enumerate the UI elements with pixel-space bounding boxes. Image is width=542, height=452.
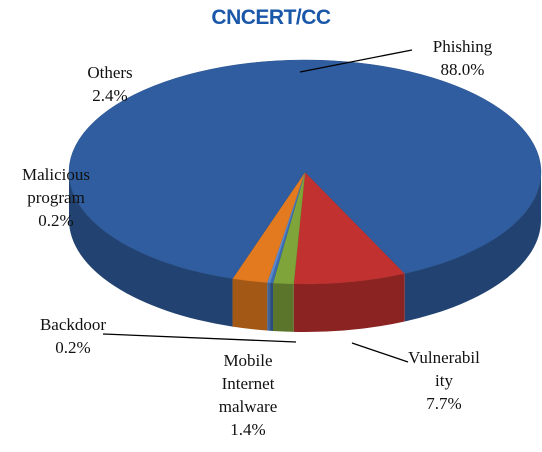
- slice-side: [293, 273, 405, 332]
- category-label: Backdoor: [39, 315, 107, 334]
- leader-line: [299, 49, 413, 73]
- data-label: Backdoor 0.2%: [18, 313, 128, 359]
- data-label: Vulnerability 7.7%: [408, 346, 480, 415]
- value-label: 0.2%: [38, 211, 74, 230]
- logo: CNCERT/CC: [211, 6, 331, 29]
- value-label: 0.2%: [55, 338, 91, 357]
- category-label: Malicious program: [22, 165, 90, 207]
- slice-side: [273, 282, 294, 332]
- pie: [68, 59, 542, 332]
- value-label: 7.7%: [426, 394, 462, 413]
- slice: [293, 171, 406, 285]
- category-label: Vulnerability: [408, 348, 480, 390]
- data-label: Phishing 88.0%: [405, 35, 520, 81]
- slice-side: [69, 172, 233, 327]
- leader-line: [351, 342, 409, 363]
- slice-side: [404, 172, 541, 322]
- slice-side: [270, 282, 274, 331]
- leader-line: [102, 333, 297, 343]
- data-label: Malicious program 0.2%: [2, 163, 110, 232]
- slice-side: [232, 278, 268, 331]
- data-label: Others 2.4%: [55, 61, 165, 107]
- value-label: 2.4%: [92, 86, 128, 105]
- value-label: 88.0%: [440, 60, 485, 79]
- slice: [68, 59, 542, 279]
- slice-side: [267, 282, 271, 331]
- category-label: Phishing: [432, 37, 493, 56]
- value-label: 1.4%: [230, 420, 266, 439]
- leader-lines: [102, 49, 413, 363]
- category-label: Mobile Internet malware: [218, 351, 278, 416]
- data-label: Mobile Internet malware 1.4%: [208, 349, 288, 441]
- category-label: Others: [87, 63, 133, 82]
